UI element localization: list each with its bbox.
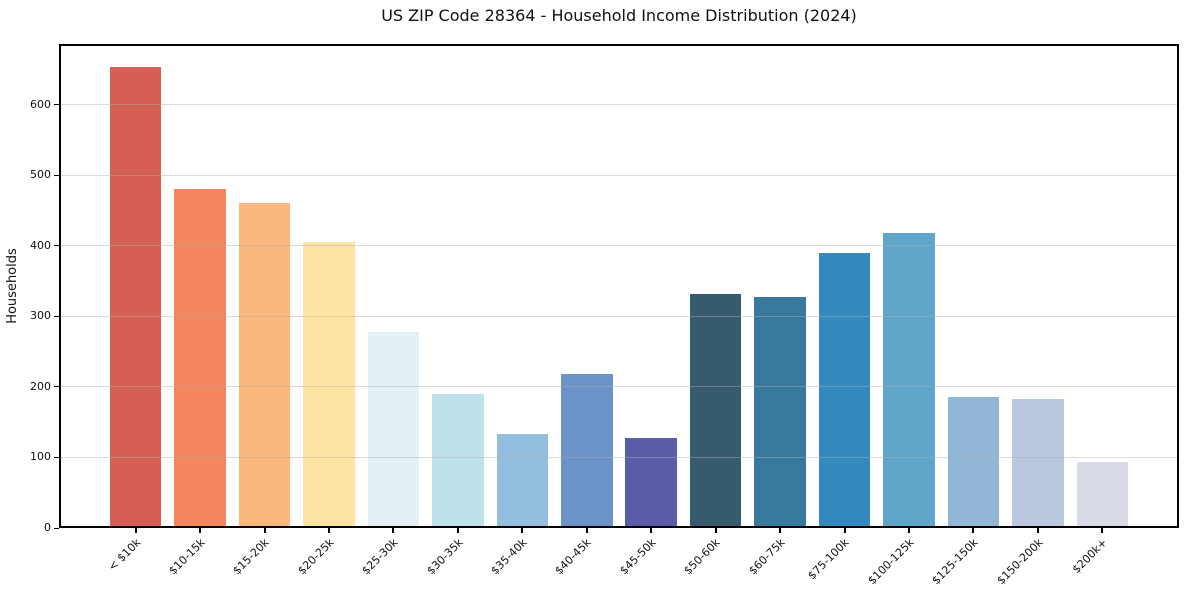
x-tick-label-text: $60-75k <box>746 536 788 578</box>
x-tick-label-text: $25-30k <box>359 536 401 578</box>
bar <box>883 233 935 528</box>
bar <box>754 296 806 528</box>
x-tick-mark <box>650 528 653 533</box>
bar <box>109 67 162 528</box>
x-tick-mark <box>585 528 588 533</box>
x-tick-label-text: $150-200k <box>993 536 1046 588</box>
chart-title: US ZIP Code 28364 - Household Income Dis… <box>381 6 857 25</box>
y-tick-mark <box>54 386 59 388</box>
y-tick-label: 600 <box>30 97 51 111</box>
y-tick-mark <box>54 527 59 529</box>
bar <box>367 331 420 528</box>
x-tick-label-text: $125-150k <box>929 536 981 588</box>
y-tick-label: 400 <box>30 238 51 252</box>
y-tick-label: 500 <box>30 168 51 182</box>
y-tick-label: 300 <box>30 309 51 323</box>
x-tick-label-text: $40-45k <box>552 536 594 578</box>
x-tick-mark <box>521 528 524 533</box>
grid-line <box>59 386 1179 388</box>
y-tick-mark <box>54 174 59 176</box>
x-tick-mark <box>843 528 846 533</box>
bar <box>238 203 291 528</box>
bar <box>432 393 484 528</box>
x-tick-label-text: $200k+ <box>1069 536 1110 577</box>
bar <box>303 242 355 528</box>
x-tick-mark <box>392 528 395 533</box>
bar <box>496 434 549 528</box>
bar <box>625 437 677 528</box>
bar <box>174 189 226 528</box>
x-tick-mark <box>328 528 330 533</box>
grid-line <box>59 315 1179 317</box>
x-tick-label-text: $30-35k <box>423 536 466 578</box>
x-tick-mark <box>972 528 975 533</box>
x-tick-label-text: $35-40k <box>488 536 530 578</box>
grid-line <box>59 104 1179 106</box>
x-tick-mark <box>1101 528 1104 533</box>
x-tick-mark <box>779 528 782 533</box>
x-tick-label-text: $10-15k <box>166 536 208 578</box>
bar <box>947 396 1000 528</box>
x-tick-mark <box>1036 528 1039 533</box>
bar <box>1076 461 1129 528</box>
x-tick-mark <box>456 528 459 533</box>
grid-line <box>59 174 1179 176</box>
grid-line <box>59 245 1179 247</box>
x-tick-label-text: $20-25k <box>294 536 337 578</box>
x-tick-label-text: $45-50k <box>617 536 659 578</box>
y-tick-mark <box>54 315 59 317</box>
x-tick-mark <box>907 528 910 533</box>
x-tick-label-text: $100-125k <box>865 536 917 588</box>
x-tick-label-text: $15-20k <box>230 536 272 578</box>
y-tick-mark <box>54 456 59 458</box>
x-tick-mark <box>134 528 137 533</box>
bar <box>818 252 871 528</box>
bar <box>689 294 742 528</box>
bar <box>1012 398 1064 528</box>
bar <box>561 373 613 528</box>
grid-line <box>59 456 1179 458</box>
x-tick-mark <box>263 528 266 533</box>
y-tick-mark <box>54 104 59 106</box>
y-tick-label: 200 <box>30 379 51 393</box>
x-tick-label-text: $75-100k <box>805 536 852 583</box>
x-tick-label-text: < $10k <box>105 536 143 574</box>
plot-area <box>59 44 1179 528</box>
x-tick-label-text: $50-60k <box>681 536 723 578</box>
y-tick-label: 0 <box>44 521 51 534</box>
y-tick-mark <box>54 245 59 247</box>
x-tick-mark <box>714 528 717 533</box>
y-tick-label: 100 <box>30 450 51 464</box>
x-tick-mark <box>199 528 202 533</box>
